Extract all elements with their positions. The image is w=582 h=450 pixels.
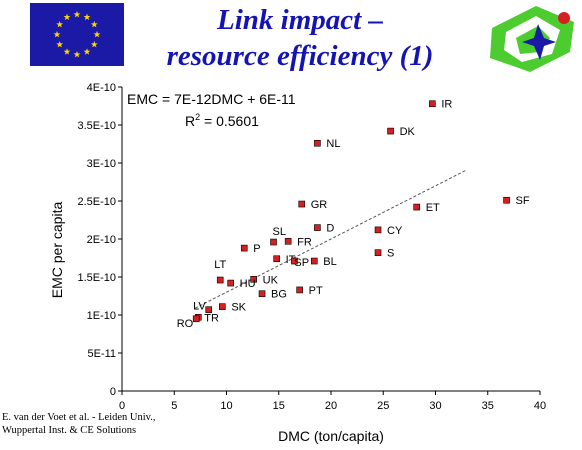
data-point-marker: [227, 279, 234, 287]
source-credit-line-1: E. van der Voet et al. - Leiden Univ.,: [2, 412, 156, 423]
y-tick-label: 5E-11: [87, 348, 116, 360]
x-tick-label: 35: [482, 400, 494, 412]
data-point-marker: [503, 196, 510, 204]
data-point-label: NL: [326, 138, 340, 150]
data-point-marker: [314, 224, 321, 231]
data-point-marker: [296, 286, 303, 294]
data-point-label: LT: [214, 259, 226, 271]
x-tick-label: 10: [220, 400, 232, 412]
eu-star-icon: [73, 10, 81, 18]
x-tick-label: 20: [325, 400, 337, 412]
slide-title-line-2: resource efficiency (1): [166, 40, 434, 72]
data-point-label: BG: [271, 289, 287, 301]
data-point-label: ET: [426, 202, 440, 214]
data-point-label: DK: [400, 126, 416, 138]
trendline: [194, 169, 468, 309]
x-tick-label: 15: [273, 400, 285, 412]
data-point-label: CY: [387, 225, 403, 237]
data-point-marker: [374, 249, 382, 256]
data-point-marker: [298, 200, 306, 208]
data-point-label: TR: [204, 312, 219, 324]
data-point-marker: [284, 237, 292, 245]
y-tick-label: 2.5E-10: [77, 196, 116, 208]
eu-star-icon: [90, 20, 98, 28]
data-point-label: HU: [240, 278, 256, 290]
slide-title-line-1: Link impact –: [217, 4, 383, 36]
eu-flag-logo: [30, 3, 124, 66]
x-tick-label: 40: [534, 400, 546, 412]
slide-title: Link impact – resource efficiency (1): [140, 2, 460, 74]
data-point-label: P: [253, 243, 260, 255]
data-point-label: D: [326, 223, 334, 235]
data-point-label: FR: [297, 236, 312, 248]
data-point-marker: [219, 303, 226, 310]
data-point-label: LV: [193, 301, 206, 313]
data-point-label: UK: [263, 274, 279, 286]
data-point-label: BL: [323, 256, 336, 268]
y-tick-label: 0: [110, 386, 116, 398]
y-tick-label: 1.5E-10: [77, 272, 116, 284]
y-ticks: 0 5E-11 1E-10 1.5E-10 2E-10 2.5E-10 3E-10 3.5E-…: [77, 82, 122, 398]
x-axis-label: DMC (ton/capita): [278, 428, 384, 444]
data-point-marker: [240, 244, 248, 252]
data-point-label: IT: [286, 254, 296, 266]
x-tick-label: 30: [429, 400, 441, 412]
y-tick-label: 3E-10: [87, 158, 116, 170]
data-point-label: RO: [177, 318, 194, 330]
data-point-marker: [250, 275, 257, 283]
data-point-marker: [270, 238, 277, 246]
eu-star-icon: [83, 13, 91, 21]
eu-star-icon: [53, 30, 61, 38]
y-tick-label: 4E-10: [87, 82, 116, 94]
data-point-marker: [291, 257, 298, 265]
eu-star-icon: [93, 30, 101, 38]
y-tick-label: 3.5E-10: [77, 120, 116, 132]
eu-star-icon: [63, 48, 71, 55]
data-point-marker: [387, 127, 394, 135]
eu-flag-stars: [53, 10, 101, 58]
data-point-marker: [273, 255, 280, 263]
y-tick-label: 1E-10: [87, 310, 116, 322]
data-point-marker: [429, 100, 436, 108]
project-logo: [490, 6, 574, 72]
eu-star-icon: [56, 20, 64, 28]
data-point-label: SK: [231, 302, 246, 314]
data-point-marker: [374, 226, 382, 234]
x-tick-label: 0: [119, 400, 125, 412]
x-ticks: 0 5 10 15 20 25 30 35 40: [119, 391, 546, 412]
data-point-marker: [413, 203, 420, 211]
y-axis-label: EMC per capita: [49, 202, 65, 299]
data-point-label: IR: [441, 99, 452, 111]
data-point-marker: [216, 276, 224, 284]
data-point-label: S: [387, 248, 394, 260]
data-point-label: PT: [309, 285, 323, 297]
logo-dot-icon: [558, 12, 570, 24]
x-tick-label: 25: [377, 400, 389, 412]
eu-star-icon: [90, 40, 98, 48]
eu-star-icon: [73, 50, 81, 58]
r-squared-label: R2 = 0.5601: [185, 112, 259, 129]
y-tick-label: 2E-10: [87, 234, 116, 246]
eu-star-icon: [63, 13, 71, 21]
source-credit-line-2: Wuppertal Inst. & CE Solutions: [2, 425, 137, 436]
data-point-marker: [192, 315, 200, 323]
trend-equation: EMC = 7E-12DMC + 6E-11: [127, 91, 296, 107]
data-point-label: SP: [294, 257, 309, 269]
eu-star-icon: [56, 40, 64, 48]
data-point-marker: [258, 290, 266, 298]
data-point-label: SL: [273, 226, 286, 238]
source-credit: E. van der Voet et al. - Leiden Univ., W…: [2, 411, 155, 437]
data-point-label: GR: [311, 199, 328, 211]
logo-star-icon: [522, 24, 556, 60]
data-point-marker: [310, 257, 318, 265]
data-point-marker: [205, 306, 213, 313]
eu-star-icon: [83, 48, 91, 55]
data-point-marker: [314, 139, 321, 147]
x-tick-label: 5: [171, 400, 177, 412]
data-point-label: SF: [516, 195, 530, 207]
